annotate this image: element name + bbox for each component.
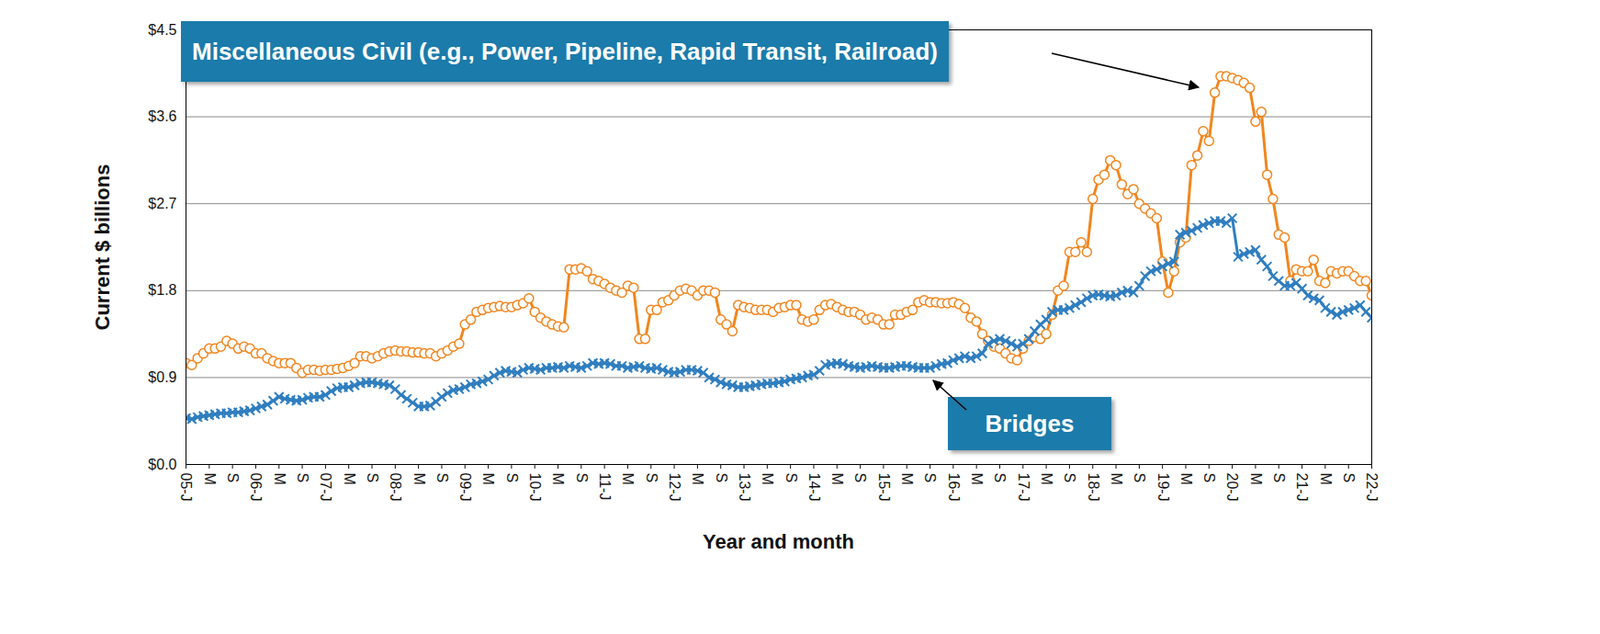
svg-text:S: S xyxy=(1061,473,1078,484)
svg-text:M: M xyxy=(202,473,218,485)
svg-text:M: M xyxy=(1108,473,1125,485)
svg-text:09-J: 09-J xyxy=(457,473,474,502)
svg-text:M: M xyxy=(689,473,706,485)
svg-text:S: S xyxy=(922,473,938,484)
svg-text:M: M xyxy=(899,473,915,485)
svg-text:$0.9: $0.9 xyxy=(147,369,177,385)
svg-text:20-J: 20-J xyxy=(1224,473,1240,502)
svg-text:$4.5: $4.5 xyxy=(147,22,177,38)
svg-text:08-J: 08-J xyxy=(387,473,404,502)
svg-text:S: S xyxy=(364,473,381,484)
svg-text:M: M xyxy=(271,473,288,485)
svg-text:M: M xyxy=(1248,473,1264,485)
svg-text:S: S xyxy=(852,473,868,484)
svg-text:M: M xyxy=(1038,473,1055,485)
svg-text:15-J: 15-J xyxy=(876,473,892,502)
svg-text:M: M xyxy=(759,473,776,485)
svg-text:M: M xyxy=(341,473,358,485)
svg-text:18-J: 18-J xyxy=(1085,473,1102,502)
svg-text:$2.7: $2.7 xyxy=(147,195,177,212)
html-text:Bridges: Bridges xyxy=(985,409,1075,438)
svg-text:S: S xyxy=(713,473,730,484)
html-text:Current $ billions: Current $ billions xyxy=(90,163,114,330)
svg-text:$0.0: $0.0 xyxy=(147,456,177,473)
svg-text:S: S xyxy=(783,473,800,484)
svg-text:14-J: 14-J xyxy=(806,473,823,502)
svg-text:S: S xyxy=(1201,473,1217,484)
svg-text:S: S xyxy=(1340,473,1357,484)
svg-text:12-J: 12-J xyxy=(666,473,683,502)
svg-text:21-J: 21-J xyxy=(1294,473,1310,502)
svg-text:19-J: 19-J xyxy=(1155,473,1172,502)
svg-text:S: S xyxy=(574,473,590,484)
svg-text:13-J: 13-J xyxy=(736,473,753,502)
svg-text:M: M xyxy=(829,473,846,485)
html-text:Miscellaneous Civil (e.g., Pow: Miscellaneous Civil (e.g., Power, Pipeli… xyxy=(191,37,938,66)
svg-text:M: M xyxy=(1178,473,1195,485)
svg-text:16-J: 16-J xyxy=(946,473,962,502)
svg-text:M: M xyxy=(969,473,985,485)
svg-text:S: S xyxy=(643,473,660,484)
svg-text:$1.8: $1.8 xyxy=(147,281,177,298)
svg-text:M: M xyxy=(619,473,636,485)
svg-text:S: S xyxy=(1271,473,1287,484)
svg-text:M: M xyxy=(550,473,566,485)
svg-text:22-J: 22-J xyxy=(1363,473,1380,502)
svg-text:$3.6: $3.6 xyxy=(147,108,177,124)
svg-text:06-J: 06-J xyxy=(247,473,264,502)
svg-text:07-J: 07-J xyxy=(317,473,334,502)
html-text:Year and month: Year and month xyxy=(702,529,855,553)
svg-text:M: M xyxy=(480,473,496,485)
svg-text:S: S xyxy=(434,473,451,484)
svg-text:S: S xyxy=(294,473,311,484)
svg-text:S: S xyxy=(991,473,1008,484)
svg-text:S: S xyxy=(1131,473,1148,484)
svg-text:05-J: 05-J xyxy=(178,473,194,502)
svg-text:10-J: 10-J xyxy=(527,473,543,502)
svg-text:11-J: 11-J xyxy=(597,473,613,501)
svg-text:S: S xyxy=(504,473,520,484)
svg-text:S: S xyxy=(225,473,241,484)
svg-text:M: M xyxy=(411,473,428,485)
svg-text:17-J: 17-J xyxy=(1015,473,1032,502)
svg-text:M: M xyxy=(1318,473,1334,485)
